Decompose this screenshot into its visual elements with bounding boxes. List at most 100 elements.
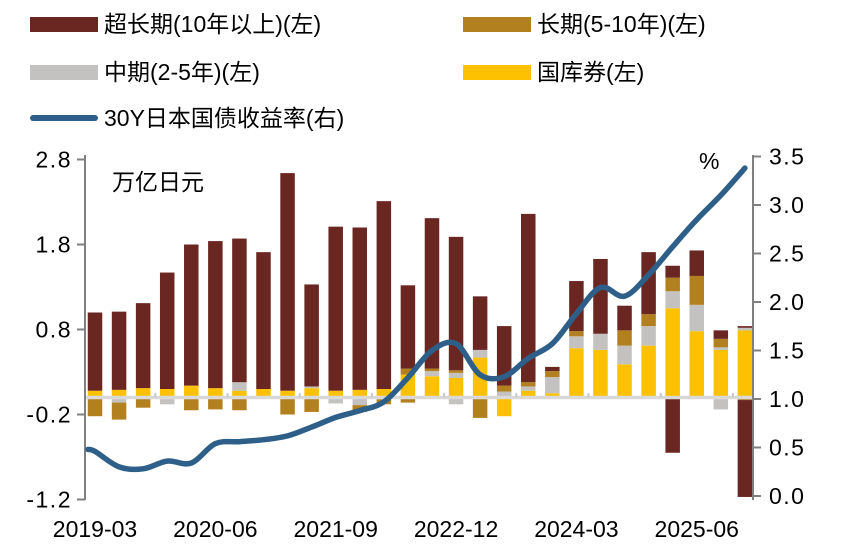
bar-segment-neg-long-term <box>400 397 416 403</box>
bar-segment-treasury-bills <box>689 331 704 398</box>
left-axis-tick-label: -1.2 <box>26 487 72 513</box>
left-axis-tick-label: -0.2 <box>26 402 72 428</box>
bar-segment-treasury-bills <box>352 389 368 398</box>
bar-segment-long-term <box>424 368 440 372</box>
legend-label: 30Y日本国债收益率(右) <box>104 105 345 131</box>
x-axis-tick-label: 2022-12 <box>414 516 498 542</box>
bar-segment-treasury-bills <box>87 390 103 398</box>
right-axis-tick-label: 2.0 <box>769 289 805 315</box>
bar-segment-neg-long-term <box>135 397 151 408</box>
right-axis-tick-label: 1.5 <box>769 338 805 364</box>
bar-segment-treasury-bills <box>521 390 536 398</box>
bar-segment-mid-term <box>232 382 247 391</box>
bar-segment-long-term <box>617 330 632 346</box>
chart-legend: 超长期(10年以上)(左) 长期(5-10年)(左) 中期(2-5年)(左) 国… <box>0 0 843 140</box>
bar-segment-mid-term <box>496 391 512 398</box>
bar-segment-neg-long-term <box>472 397 488 418</box>
bar-segment-neg-long-term <box>208 397 223 410</box>
legend-item-treasury-bills: 国库券(左) <box>463 59 644 85</box>
right-axis-tick-label: 0.0 <box>769 483 805 509</box>
bar-segment-ultra-long <box>496 326 512 386</box>
bar-segment-long-term <box>400 368 416 375</box>
long-term-swatch-icon <box>463 16 531 32</box>
bar-segment-ultra-long <box>184 244 199 386</box>
bar-segment-long-term <box>641 314 656 327</box>
bar-segment-treasury-bills <box>280 390 295 398</box>
bar-segment-treasury-bills <box>184 385 199 398</box>
bar-segment-long-term <box>569 331 584 337</box>
bar-segment-treasury-bills <box>545 393 560 398</box>
legend-item-30y-yield: 30Y日本国债收益率(右) <box>30 105 344 131</box>
bar-segment-neg-treasury-bills <box>496 397 512 417</box>
bar-segment-ultra-long <box>424 218 440 369</box>
left-axis-tick-label: 0.8 <box>36 317 72 343</box>
bar-segment-ultra-long <box>304 284 319 387</box>
bar-segment-ultra-long <box>232 238 247 383</box>
x-axis-tick-label: 2021-09 <box>293 516 377 542</box>
bar-segment-neg-ultra-long <box>737 400 753 497</box>
bar-segment-neg-mid-term <box>713 397 729 410</box>
legend-label: 国库券(左) <box>537 59 645 85</box>
bar-segment-neg-mid-term <box>328 397 343 404</box>
bar-segment-treasury-bills <box>593 349 608 398</box>
bar-segment-ultra-long <box>376 201 392 389</box>
bar-segment-treasury-bills <box>208 388 223 398</box>
bar-segment-treasury-bills <box>376 389 392 398</box>
x-axis-tick-label: 2019-03 <box>53 516 137 542</box>
bar-segment-long-term <box>521 382 536 387</box>
x-axis-tick-label: 2024-03 <box>534 516 618 542</box>
bar-segment-ultra-long <box>208 241 223 389</box>
bar-segment-ultra-long <box>689 250 704 276</box>
bar-segment-treasury-bills <box>232 390 247 398</box>
bar-segment-mid-term <box>737 327 753 331</box>
bar-segment-ultra-long <box>545 366 560 372</box>
left-axis-tick-label: 2.8 <box>36 147 72 173</box>
bar-segment-mid-term <box>569 336 584 349</box>
right-axis-unit-label: % <box>699 148 720 174</box>
legend-item-ultra-long: 超长期(10年以上)(左) <box>30 11 321 37</box>
right-axis-tick-label: 3.0 <box>769 192 805 218</box>
bar-segment-treasury-bills <box>256 389 271 398</box>
bar-segment-mid-term <box>689 304 704 332</box>
legend-item-long-term: 长期(5-10年)(左) <box>463 11 706 37</box>
bar-segment-neg-long-term <box>280 397 295 415</box>
bar-segment-ultra-long <box>665 265 680 278</box>
bar-segment-treasury-bills <box>641 345 656 398</box>
bar-segment-ultra-long <box>521 213 536 383</box>
bar-segment-treasury-bills <box>617 364 632 398</box>
x-axis-tick-label: 2025-06 <box>655 516 739 542</box>
left-axis-tick-label: 1.8 <box>36 232 72 258</box>
bar-segment-treasury-bills <box>448 377 464 398</box>
bar-segment-mid-term <box>593 333 608 350</box>
bar-segment-treasury-bills <box>569 348 584 398</box>
bar-segment-neg-mid-term <box>111 397 127 403</box>
bar-segment-treasury-bills <box>304 388 319 398</box>
bar-segment-long-term <box>496 385 512 392</box>
right-axis-tick-label: 0.5 <box>769 435 805 461</box>
yield-line-swatch-icon <box>30 115 98 121</box>
bar-segment-neg-ultra-long <box>665 397 680 453</box>
bar-segment-ultra-long <box>135 303 151 389</box>
treasury-bills-swatch-icon <box>463 64 531 80</box>
bar-segment-treasury-bills <box>424 376 440 398</box>
bar-segment-neg-long-term <box>111 402 127 420</box>
bar-segment-ultra-long <box>593 258 608 334</box>
yield-30y-line <box>85 165 748 473</box>
bar-segment-ultra-long <box>448 236 464 371</box>
bar-segment-mid-term <box>665 291 680 309</box>
bar-segment-ultra-long <box>400 285 416 369</box>
mid-term-swatch-icon <box>30 64 98 80</box>
bar-segment-mid-term <box>545 377 560 394</box>
bar-segment-long-term <box>448 370 464 373</box>
legend-label: 中期(2-5年)(左) <box>104 59 260 85</box>
bar-segment-long-term <box>713 338 729 348</box>
bar-segment-mid-term <box>713 347 729 350</box>
right-axis-tick-label: 1.0 <box>769 386 805 412</box>
bar-segment-mid-term <box>472 349 488 358</box>
bar-segment-ultra-long <box>472 296 488 350</box>
bar-segment-mid-term <box>617 345 632 365</box>
legend-label: 超长期(10年以上)(左) <box>104 11 322 37</box>
bar-segment-ultra-long <box>111 311 127 390</box>
bar-segment-mid-term <box>304 386 319 389</box>
bar-segment-neg-long-term <box>304 397 319 412</box>
